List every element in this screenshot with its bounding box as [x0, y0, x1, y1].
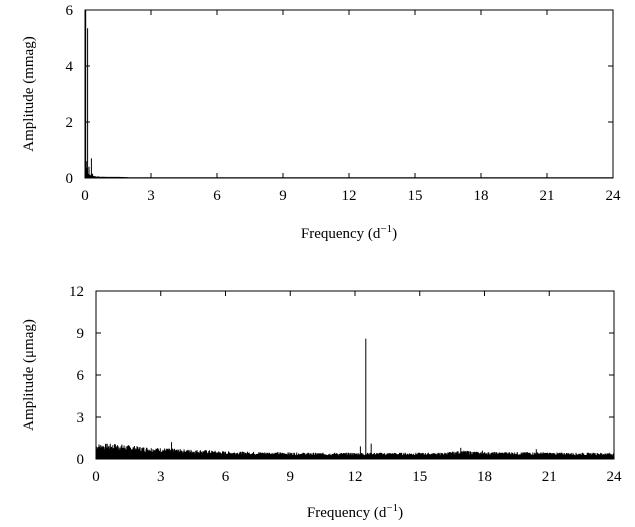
bottom-x-tick-label: 0	[92, 469, 100, 485]
top-y-tick-label: 6	[66, 3, 74, 19]
bottom-x-tick-label: 9	[287, 469, 295, 485]
bottom-y-tick-label: 3	[77, 410, 85, 426]
top-x-axis-label: Frequency (d−1)	[301, 223, 397, 242]
bottom-y-tick-label: 0	[77, 452, 85, 468]
bottom-y-axis-label: Amplitude (μmag)	[21, 319, 37, 431]
top-y-tick-label: 0	[66, 171, 74, 187]
top-periodogram-line	[85, 10, 613, 178]
bottom-x-tick-label: 21	[542, 469, 557, 485]
bottom-axis-ticks	[96, 291, 614, 459]
top-x-tick-label: 12	[342, 188, 357, 204]
bottom-y-tick-label: 6	[77, 368, 85, 384]
top-x-tick-labels: 0 3 6 9 12 15 18 21 24	[81, 188, 621, 204]
bottom-y-tick-label: 12	[69, 284, 84, 300]
top-x-tick-label: 3	[147, 188, 155, 204]
top-x-tick-label: 9	[279, 188, 287, 204]
top-x-tick-label: 0	[81, 188, 89, 204]
top-y-tick-label: 2	[66, 115, 74, 131]
top-series	[85, 10, 613, 178]
bottom-series	[96, 339, 614, 459]
top-x-tick-label: 6	[213, 188, 221, 204]
bottom-y-tick-labels: 0 3 6 9 12	[69, 284, 85, 468]
bottom-x-tick-labels: 0 3 6 9 12 15 18 21 24	[92, 469, 622, 485]
top-plot-frame	[85, 10, 613, 178]
bottom-y-tick-label: 9	[77, 326, 85, 342]
bottom-x-axis-label: Frequency (d−1)	[307, 502, 403, 521]
top-x-tick-label: 18	[474, 188, 489, 204]
top-x-tick-label: 15	[408, 188, 423, 204]
bottom-x-tick-label: 3	[157, 469, 165, 485]
bottom-x-tick-label: 24	[607, 469, 623, 485]
bottom-plot-frame	[96, 291, 614, 459]
top-y-tick-labels: 0 2 4 6	[66, 3, 74, 187]
bottom-panel: 0 3 6 9 12 15 18 21 24 0 3 6 9 12 Frequency (d−1) Am…	[21, 284, 622, 521]
bottom-x-tick-label: 6	[222, 469, 230, 485]
top-y-axis-label: Amplitude (mmag)	[21, 36, 37, 151]
top-axis-ticks	[85, 10, 613, 178]
bottom-x-tick-label: 12	[348, 469, 363, 485]
top-x-tick-label: 24	[606, 188, 622, 204]
bottom-x-tick-label: 15	[412, 469, 427, 485]
top-y-tick-label: 4	[66, 59, 74, 75]
top-x-tick-label: 21	[540, 188, 555, 204]
bottom-x-tick-label: 18	[477, 469, 492, 485]
